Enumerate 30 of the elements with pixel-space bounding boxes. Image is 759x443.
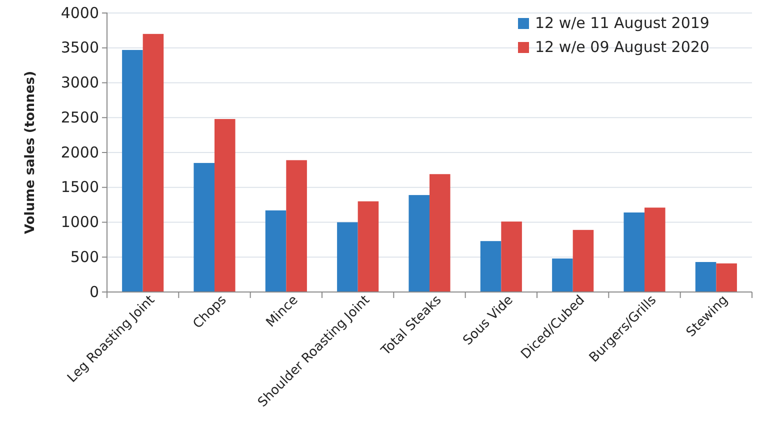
bar (695, 262, 716, 292)
y-tick-label: 0 (89, 282, 99, 301)
bar (624, 212, 644, 292)
bar (214, 119, 236, 292)
bar (644, 208, 666, 292)
bar (337, 222, 358, 292)
bar (552, 258, 573, 292)
bar (501, 222, 522, 292)
y-tick-label: 2500 (60, 108, 99, 126)
bar (408, 195, 430, 292)
y-tick-label: 2000 (60, 143, 99, 162)
bar (142, 34, 164, 292)
legend-label: 12 w/e 11 August 2019 (535, 14, 710, 32)
bar (194, 162, 214, 292)
y-tick-label: 500 (70, 248, 99, 266)
y-axis-title: Volume sales (tonnes) (23, 70, 38, 234)
bar (430, 174, 450, 292)
legend-label: 12 w/e 09 August 2020 (535, 38, 710, 56)
bar (122, 50, 143, 292)
y-tick-label: 3500 (60, 38, 99, 57)
bar (265, 210, 286, 292)
y-tick-label: 1000 (60, 213, 99, 232)
bar (286, 160, 307, 292)
y-tick-label: 4000 (60, 4, 99, 22)
y-tick-label: 3000 (60, 74, 99, 92)
bar (358, 201, 379, 292)
bar (480, 241, 502, 292)
bar (716, 263, 737, 292)
bar (572, 230, 594, 292)
y-tick-label: 1500 (60, 178, 99, 196)
